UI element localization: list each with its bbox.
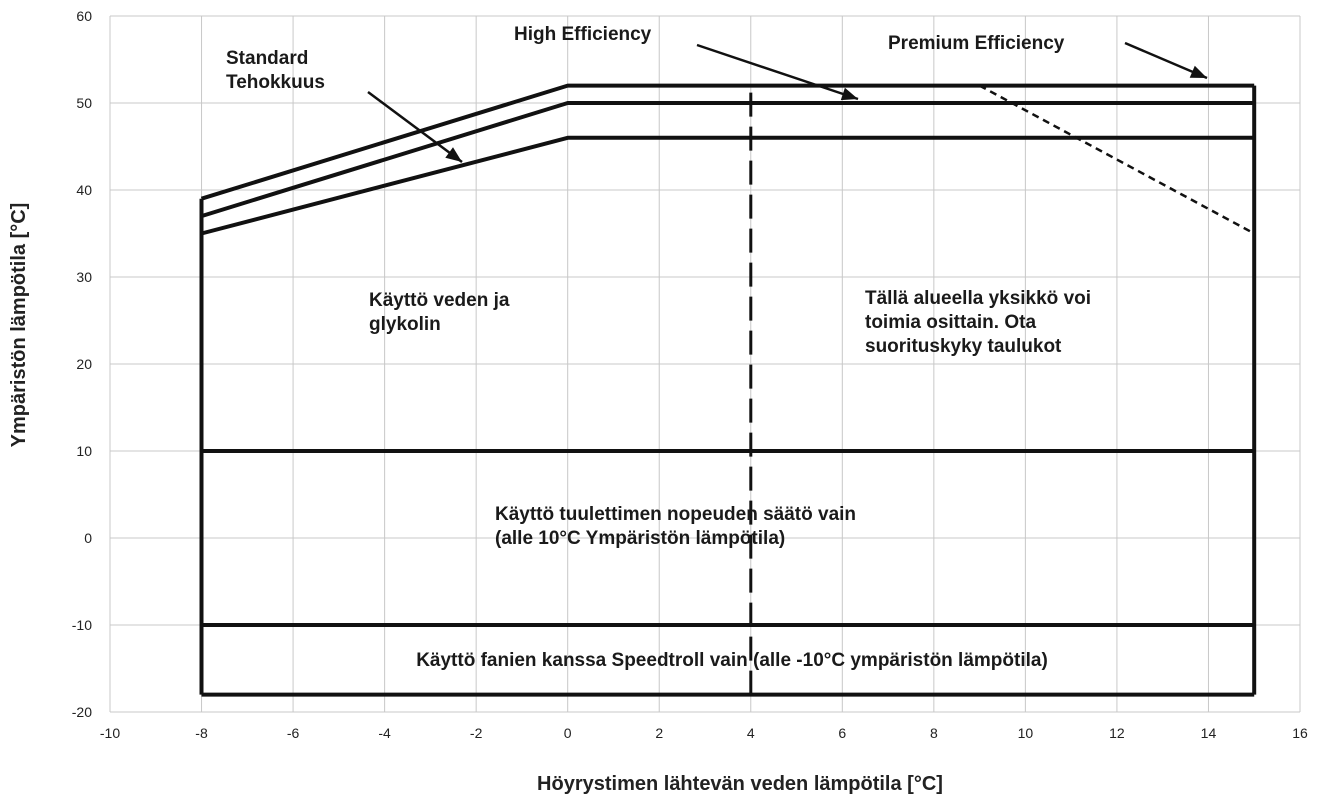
x-tick-label: 14: [1201, 725, 1217, 741]
x-tick-label: 6: [838, 725, 846, 741]
x-tick-label: 4: [747, 725, 755, 741]
x-tick-label: 16: [1292, 725, 1308, 741]
y-tick-label: 30: [76, 269, 92, 285]
x-tick-label: -4: [378, 725, 391, 741]
x-tick-label: 8: [930, 725, 938, 741]
x-tick-label: 2: [655, 725, 663, 741]
arrow-line: [696, 43, 859, 101]
y-tick-label: 20: [76, 356, 92, 372]
envelope-lines: [199, 83, 1257, 697]
annotations: Standard Tehokkuus High Efficiency Premium …: [226, 24, 1091, 671]
annotation-fanspeed: (alle 10°C Ympäristön lämpötila): [495, 528, 785, 549]
x-tick-label: 0: [564, 725, 572, 741]
y-tick-label: 50: [76, 95, 92, 111]
y-tick-label: 0: [84, 530, 92, 546]
arrowhead: [1189, 65, 1207, 78]
series-line: [200, 101, 1255, 219]
annotation-standard: Standard: [226, 48, 308, 69]
annotation-premium: Premium Efficiency: [888, 33, 1065, 54]
y-tick-label: -20: [72, 704, 92, 720]
tick-labels: -10 -8 -6 -4 -2 0 2 4 6 8 10 12 14 16-20-100102030405…: [72, 8, 1308, 741]
annotation-partial: Tällä alueella yksikkö voi: [865, 288, 1091, 309]
y-tick-label: 40: [76, 182, 92, 198]
annotation-partial: suorituskyky taulukot: [865, 336, 1062, 357]
y-axis-title: Ympäristön lämpötila [°C]: [8, 203, 30, 448]
x-tick-label: -8: [195, 725, 208, 741]
y-tick-label: -10: [72, 617, 92, 633]
y-tick-label: 60: [76, 8, 92, 24]
y-tick-label: 10: [76, 443, 92, 459]
x-tick-label: -2: [470, 725, 483, 741]
annotation-glycol: Käyttö veden ja: [369, 290, 510, 311]
annotation-high: High Efficiency: [514, 24, 652, 45]
annotation-partial: toimia osittain. Ota: [865, 312, 1036, 333]
annotation-speedtroll: Käyttö fanien kanssa Speedtroll vain (al…: [416, 650, 1048, 671]
arrow-line: [367, 90, 463, 164]
x-tick-label: -6: [287, 725, 300, 741]
series-line: [200, 135, 1255, 236]
partial-boundary-line: [979, 84, 1255, 235]
x-tick-label: -10: [100, 725, 120, 741]
annotation-glycol: glykolin: [369, 314, 441, 335]
arrowhead: [445, 147, 462, 162]
series-line: [200, 83, 1255, 201]
annotation-fanspeed: Käyttö tuulettimen nopeuden säätö vain: [495, 504, 856, 525]
annotation-standard: Tehokkuus: [226, 72, 325, 93]
annotation-arrows: [367, 41, 1208, 164]
x-tick-label: 12: [1109, 725, 1125, 741]
gridlines: [109, 15, 1301, 713]
arrowhead: [840, 87, 858, 101]
x-tick-label: 10: [1018, 725, 1034, 741]
x-axis-title: Höyrystimen lähtevän veden lämpötila [°C…: [537, 773, 943, 795]
